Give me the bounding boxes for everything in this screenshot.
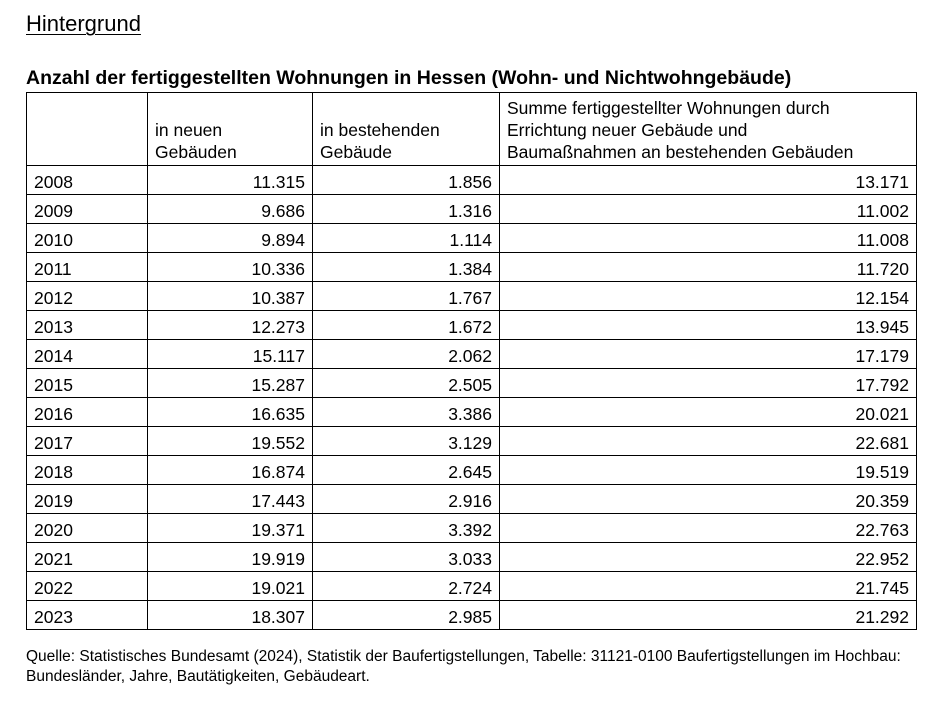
cell-year: 2013 bbox=[26, 310, 148, 340]
cell-new-buildings: 15.287 bbox=[147, 368, 313, 398]
cell-total: 13.171 bbox=[499, 165, 917, 195]
cell-new-buildings: 9.894 bbox=[147, 223, 313, 253]
table-row: 2017 19.552 3.129 22.681 bbox=[26, 426, 917, 456]
cell-total: 12.154 bbox=[499, 281, 917, 311]
cell-new-buildings: 19.919 bbox=[147, 542, 313, 572]
table-row: 2016 16.635 3.386 20.021 bbox=[26, 397, 917, 427]
cell-existing-buildings: 1.672 bbox=[312, 310, 500, 340]
cell-total: 22.681 bbox=[499, 426, 917, 456]
cell-existing-buildings: 3.392 bbox=[312, 513, 500, 543]
section-heading: Hintergrund bbox=[26, 11, 141, 36]
cell-existing-buildings: 3.386 bbox=[312, 397, 500, 427]
table-row: 2009 9.686 1.316 11.002 bbox=[26, 194, 917, 224]
cell-year: 2023 bbox=[26, 600, 148, 630]
cell-total: 20.021 bbox=[499, 397, 917, 427]
cell-total: 21.745 bbox=[499, 571, 917, 601]
cell-total: 21.292 bbox=[499, 600, 917, 630]
cell-year: 2020 bbox=[26, 513, 148, 543]
table-row: 2013 12.273 1.672 13.945 bbox=[26, 310, 917, 340]
table-header: in neuen Gebäuden in bestehenden Gebäude… bbox=[26, 92, 917, 166]
cell-existing-buildings: 2.985 bbox=[312, 600, 500, 630]
table-row: 2010 9.894 1.114 11.008 bbox=[26, 223, 917, 253]
cell-existing-buildings: 1.114 bbox=[312, 223, 500, 253]
cell-year: 2011 bbox=[26, 252, 148, 282]
source-note: Quelle: Statistisches Bundesamt (2024), … bbox=[26, 648, 901, 685]
table-row: 2022 19.021 2.724 21.745 bbox=[26, 571, 917, 601]
housing-completions-table: in neuen Gebäuden in bestehenden Gebäude… bbox=[26, 92, 917, 630]
table-row: 2015 15.287 2.505 17.792 bbox=[26, 368, 917, 398]
cell-existing-buildings: 2.724 bbox=[312, 571, 500, 601]
header-new-buildings: in neuen Gebäuden bbox=[147, 92, 313, 166]
table-row: 2019 17.443 2.916 20.359 bbox=[26, 484, 917, 514]
table-row: 2012 10.387 1.767 12.154 bbox=[26, 281, 917, 311]
cell-year: 2015 bbox=[26, 368, 148, 398]
cell-total: 22.952 bbox=[499, 542, 917, 572]
table-row: 2011 10.336 1.384 11.720 bbox=[26, 252, 917, 282]
cell-year: 2014 bbox=[26, 339, 148, 369]
header-total: Summe fertiggestellter Wohnungen durch E… bbox=[499, 92, 917, 166]
cell-total: 11.008 bbox=[499, 223, 917, 253]
cell-year: 2008 bbox=[26, 165, 148, 195]
header-row: in neuen Gebäuden in bestehenden Gebäude… bbox=[26, 92, 917, 166]
cell-existing-buildings: 3.129 bbox=[312, 426, 500, 456]
table-row: 2023 18.307 2.985 21.292 bbox=[26, 600, 917, 630]
cell-existing-buildings: 1.856 bbox=[312, 165, 500, 195]
cell-new-buildings: 17.443 bbox=[147, 484, 313, 514]
cell-new-buildings: 10.336 bbox=[147, 252, 313, 282]
cell-total: 19.519 bbox=[499, 455, 917, 485]
cell-existing-buildings: 3.033 bbox=[312, 542, 500, 572]
cell-year: 2009 bbox=[26, 194, 148, 224]
cell-existing-buildings: 2.505 bbox=[312, 368, 500, 398]
cell-total: 17.792 bbox=[499, 368, 917, 398]
cell-new-buildings: 16.635 bbox=[147, 397, 313, 427]
cell-year: 2017 bbox=[26, 426, 148, 456]
cell-new-buildings: 12.273 bbox=[147, 310, 313, 340]
cell-total: 17.179 bbox=[499, 339, 917, 369]
cell-new-buildings: 19.371 bbox=[147, 513, 313, 543]
cell-total: 22.763 bbox=[499, 513, 917, 543]
cell-new-buildings: 19.021 bbox=[147, 571, 313, 601]
table-body: 2008 11.315 1.856 13.171 2009 9.686 1.316 11.00… bbox=[26, 165, 917, 630]
table-row: 2018 16.874 2.645 19.519 bbox=[26, 455, 917, 485]
cell-existing-buildings: 2.645 bbox=[312, 455, 500, 485]
table-title: Anzahl der fertiggestellten Wohnungen in… bbox=[26, 67, 792, 89]
header-year bbox=[26, 92, 148, 166]
cell-year: 2019 bbox=[26, 484, 148, 514]
table-row: 2014 15.117 2.062 17.179 bbox=[26, 339, 917, 369]
cell-new-buildings: 16.874 bbox=[147, 455, 313, 485]
cell-new-buildings: 10.387 bbox=[147, 281, 313, 311]
cell-existing-buildings: 2.916 bbox=[312, 484, 500, 514]
table-row: 2008 11.315 1.856 13.171 bbox=[26, 165, 917, 195]
cell-new-buildings: 11.315 bbox=[147, 165, 313, 195]
cell-total: 11.002 bbox=[499, 194, 917, 224]
header-existing-buildings: in bestehenden Gebäude bbox=[312, 92, 500, 166]
cell-existing-buildings: 2.062 bbox=[312, 339, 500, 369]
cell-year: 2018 bbox=[26, 455, 148, 485]
cell-year: 2021 bbox=[26, 542, 148, 572]
cell-year: 2010 bbox=[26, 223, 148, 253]
cell-new-buildings: 18.307 bbox=[147, 600, 313, 630]
cell-existing-buildings: 1.767 bbox=[312, 281, 500, 311]
table-row: 2020 19.371 3.392 22.763 bbox=[26, 513, 917, 543]
cell-new-buildings: 9.686 bbox=[147, 194, 313, 224]
cell-year: 2012 bbox=[26, 281, 148, 311]
cell-total: 20.359 bbox=[499, 484, 917, 514]
cell-new-buildings: 19.552 bbox=[147, 426, 313, 456]
cell-existing-buildings: 1.316 bbox=[312, 194, 500, 224]
cell-year: 2016 bbox=[26, 397, 148, 427]
cell-total: 11.720 bbox=[499, 252, 917, 282]
cell-new-buildings: 15.117 bbox=[147, 339, 313, 369]
cell-existing-buildings: 1.384 bbox=[312, 252, 500, 282]
cell-year: 2022 bbox=[26, 571, 148, 601]
cell-total: 13.945 bbox=[499, 310, 917, 340]
table-row: 2021 19.919 3.033 22.952 bbox=[26, 542, 917, 572]
